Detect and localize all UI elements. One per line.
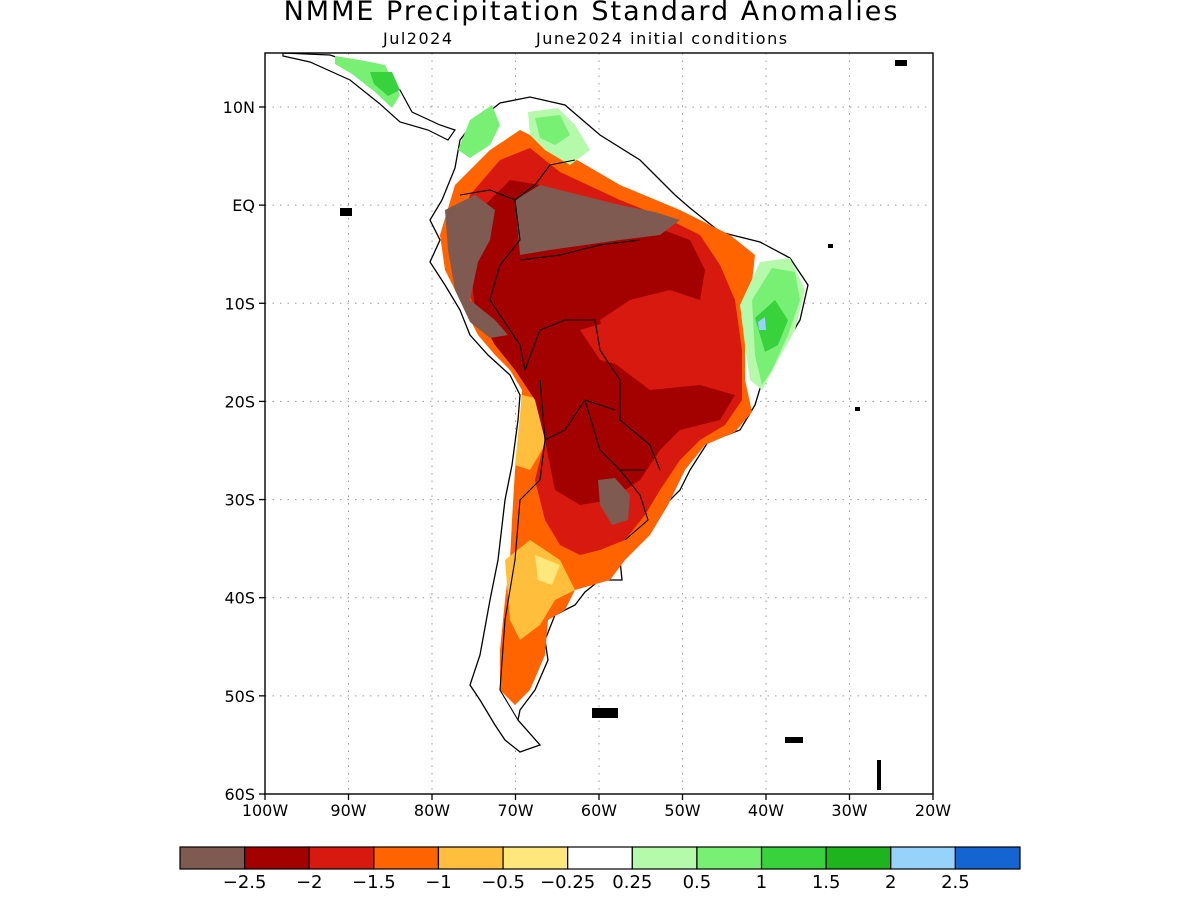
colorbar-label: −0.25 <box>540 872 595 893</box>
lat-tick-label: 40S <box>224 589 255 608</box>
colorbar-swatch <box>631 846 698 870</box>
lon-tick-label: 60W <box>581 801 617 820</box>
lat-tick-label: 10S <box>224 294 255 313</box>
colorbar-label: −2.5 <box>223 872 267 893</box>
colorbar-label: −2 <box>296 872 323 893</box>
colorbar-swatch <box>760 846 827 870</box>
colorbar-swatch <box>244 846 310 870</box>
precip-anomaly-layer <box>282 53 907 790</box>
lon-tick-label: 20W <box>915 801 951 820</box>
colorbar-swatch <box>954 846 1021 870</box>
map-title: NMME Precipitation Standard Anomalies <box>283 0 900 27</box>
colorbar-label: 0.25 <box>612 872 652 893</box>
colorbar-label: 1 <box>756 872 767 893</box>
lat-tick-label: 20S <box>224 392 255 411</box>
colorbar-swatch <box>890 846 956 870</box>
lat-tick-label: 30S <box>224 491 255 510</box>
colorbar-swatch <box>696 846 763 870</box>
colorbar-label: −1.5 <box>352 872 396 893</box>
lon-tick-label: 80W <box>414 801 450 820</box>
lon-tick-label: 70W <box>497 801 533 820</box>
latitude-axis: 10N EQ 10S 20S 30S 40S 50S 60S <box>223 98 265 804</box>
lon-tick-label: 90W <box>330 801 366 820</box>
colorbar-label: −1 <box>425 872 452 893</box>
colorbar-swatch <box>308 846 375 870</box>
islands <box>340 60 907 790</box>
subtitle-initial-conditions: June2024 initial conditions <box>536 29 789 48</box>
colorbar-swatch <box>825 846 892 870</box>
colorbar-swatch <box>373 846 440 870</box>
lon-tick-label: 50W <box>664 801 700 820</box>
lon-tick-label: 30W <box>831 801 867 820</box>
longitude-axis: 100W 90W 80W 70W 60W 50W 40W 30W 20W <box>242 794 951 820</box>
colorbar-label: 0.5 <box>683 872 712 893</box>
colorbar-label: −0.5 <box>481 872 525 893</box>
colorbar: −2.5 −2 −1.5 −1 −0.5 −0.25 0.25 0.5 1 1.5 2 2.5 <box>179 846 1021 893</box>
lon-tick-label: 40W <box>748 801 784 820</box>
lat-tick-label: 10N <box>223 98 255 117</box>
lat-tick-label: 60S <box>224 785 255 804</box>
colorbar-swatch <box>437 846 504 870</box>
colorbar-swatch <box>502 846 569 870</box>
lon-tick-label: 100W <box>242 801 289 820</box>
subtitle-month: Jul2024 <box>383 29 454 48</box>
colorbar-label: 2.5 <box>941 872 970 893</box>
lat-tick-label: 50S <box>224 687 255 706</box>
colorbar-label: 1.5 <box>812 872 841 893</box>
colorbar-swatch <box>567 846 633 870</box>
lat-tick-label: EQ <box>232 196 255 215</box>
colorbar-swatch <box>179 846 246 870</box>
country-borders <box>459 159 661 721</box>
colorbar-label: 2 <box>885 872 896 893</box>
